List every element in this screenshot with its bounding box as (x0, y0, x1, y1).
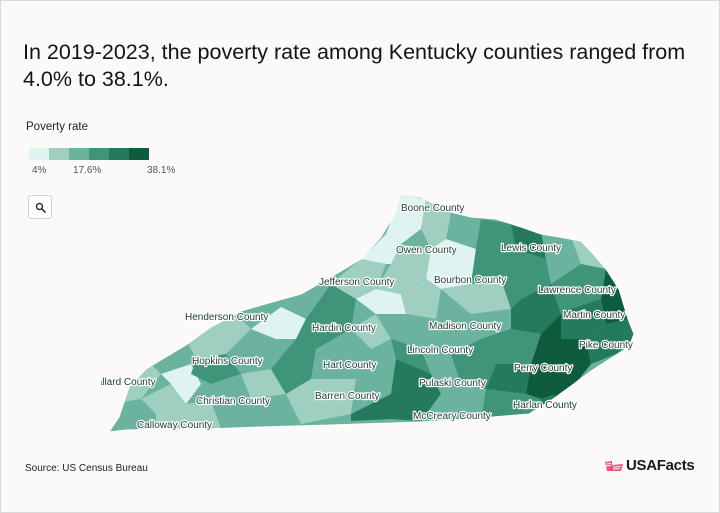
county-label: Henderson County (185, 312, 268, 323)
county-label: Martin County (563, 310, 625, 321)
county-label: Pike County (579, 340, 633, 351)
legend-title: Poverty rate (26, 121, 88, 133)
brand-name: USAFacts (626, 457, 695, 474)
county-label: Lawrence County (538, 285, 616, 296)
county-label: Hart County (323, 360, 376, 371)
county-label: Barren County (315, 391, 379, 402)
state-outline (107, 193, 635, 433)
county-label: Hardin County (312, 323, 376, 334)
county-label: Hopkins County (192, 356, 263, 367)
source-note: Source: US Census Bureau (25, 463, 148, 474)
county-label: Madison County (429, 321, 501, 332)
brand-logo[interactable]: USAFacts (604, 457, 695, 474)
usa-flag-icon (605, 460, 623, 471)
county-label: Jefferson County (319, 277, 394, 288)
zoom-button[interactable] (28, 195, 52, 219)
county-label: Lewis County (501, 243, 561, 254)
county-label: Calloway County (137, 420, 212, 431)
page-title: In 2019-2023, the poverty rate among Ken… (23, 40, 686, 91)
county-label: Perry County (514, 363, 572, 374)
legend-swatch (49, 148, 69, 160)
legend-mid-label: 17.6% (73, 165, 102, 176)
legend-swatch (89, 148, 109, 160)
county-label: Ballard County (101, 377, 156, 388)
county-label: Pulaski County (419, 378, 486, 389)
legend-swatch (69, 148, 89, 160)
county-label: Harlan County (513, 400, 577, 411)
legend-swatch (109, 148, 129, 160)
legend-max-label: 38.1% (147, 165, 176, 176)
kentucky-county-map[interactable]: Boone County Owen County Lewis County Je… (101, 189, 641, 439)
legend-color-scale (29, 148, 149, 160)
county-label: Lincoln County (407, 345, 473, 356)
county-label: McCreary County (413, 411, 491, 422)
county-label: Owen County (396, 245, 457, 256)
county-label: Boone County (401, 203, 464, 214)
county-label: Bourbon County (434, 275, 506, 286)
legend-min-label: 4% (32, 165, 47, 176)
legend-swatch (129, 148, 149, 160)
legend-swatch (29, 148, 49, 160)
county-label: Christian County (196, 396, 270, 407)
magnifier-icon (35, 202, 46, 213)
